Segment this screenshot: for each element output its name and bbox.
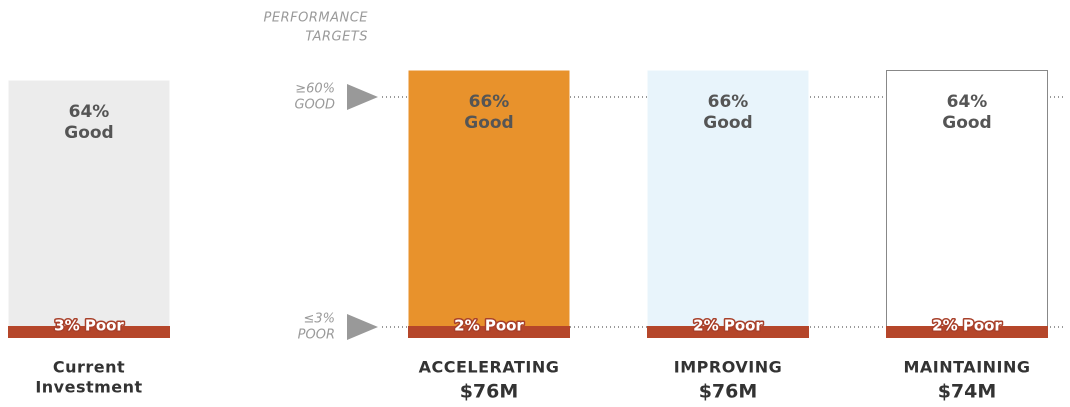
poor-band bbox=[8, 326, 170, 338]
scenario-name: Current bbox=[53, 358, 125, 377]
good-value: 66% bbox=[469, 92, 510, 112]
scenario-name: ACCELERATING bbox=[419, 358, 560, 377]
scenario-name: IMPROVING bbox=[674, 358, 782, 377]
good-label: Good bbox=[64, 123, 113, 143]
good-value: 66% bbox=[708, 92, 749, 112]
good-label: Good bbox=[464, 113, 513, 133]
header-text: PERFORMANCE bbox=[264, 11, 369, 26]
good-label: Good bbox=[942, 113, 991, 133]
scenario-bar bbox=[408, 70, 570, 338]
scenario-bar bbox=[8, 80, 170, 338]
poor-band bbox=[886, 326, 1048, 338]
target-label: ≤3% bbox=[303, 312, 335, 327]
scenario-amount: $74M bbox=[938, 381, 997, 403]
good-value: 64% bbox=[947, 92, 988, 112]
scenario-amount: $76M bbox=[460, 381, 519, 403]
scenario-bar bbox=[647, 70, 809, 338]
good-label: Good bbox=[703, 113, 752, 133]
poor-band bbox=[647, 326, 809, 338]
poor-label: 2% Poor bbox=[932, 317, 1002, 335]
target-arrow bbox=[347, 314, 378, 340]
scenario-amount: $76M bbox=[699, 381, 758, 403]
target-label: ≥60% bbox=[295, 82, 335, 97]
poor-label: 2% Poor bbox=[693, 317, 763, 335]
target-label: POOR bbox=[298, 328, 335, 343]
poor-band bbox=[408, 326, 570, 338]
good-value: 64% bbox=[69, 102, 110, 122]
target-arrow bbox=[347, 84, 378, 110]
poor-label: 3% Poor bbox=[54, 317, 124, 335]
target-label: GOOD bbox=[294, 98, 335, 113]
header-text: TARGETS bbox=[305, 30, 368, 45]
scenario-name: MAINTAINING bbox=[903, 358, 1030, 377]
poor-label: 2% Poor bbox=[454, 317, 524, 335]
scenario-bar bbox=[886, 70, 1048, 338]
scenario-name: Investment bbox=[35, 378, 142, 397]
